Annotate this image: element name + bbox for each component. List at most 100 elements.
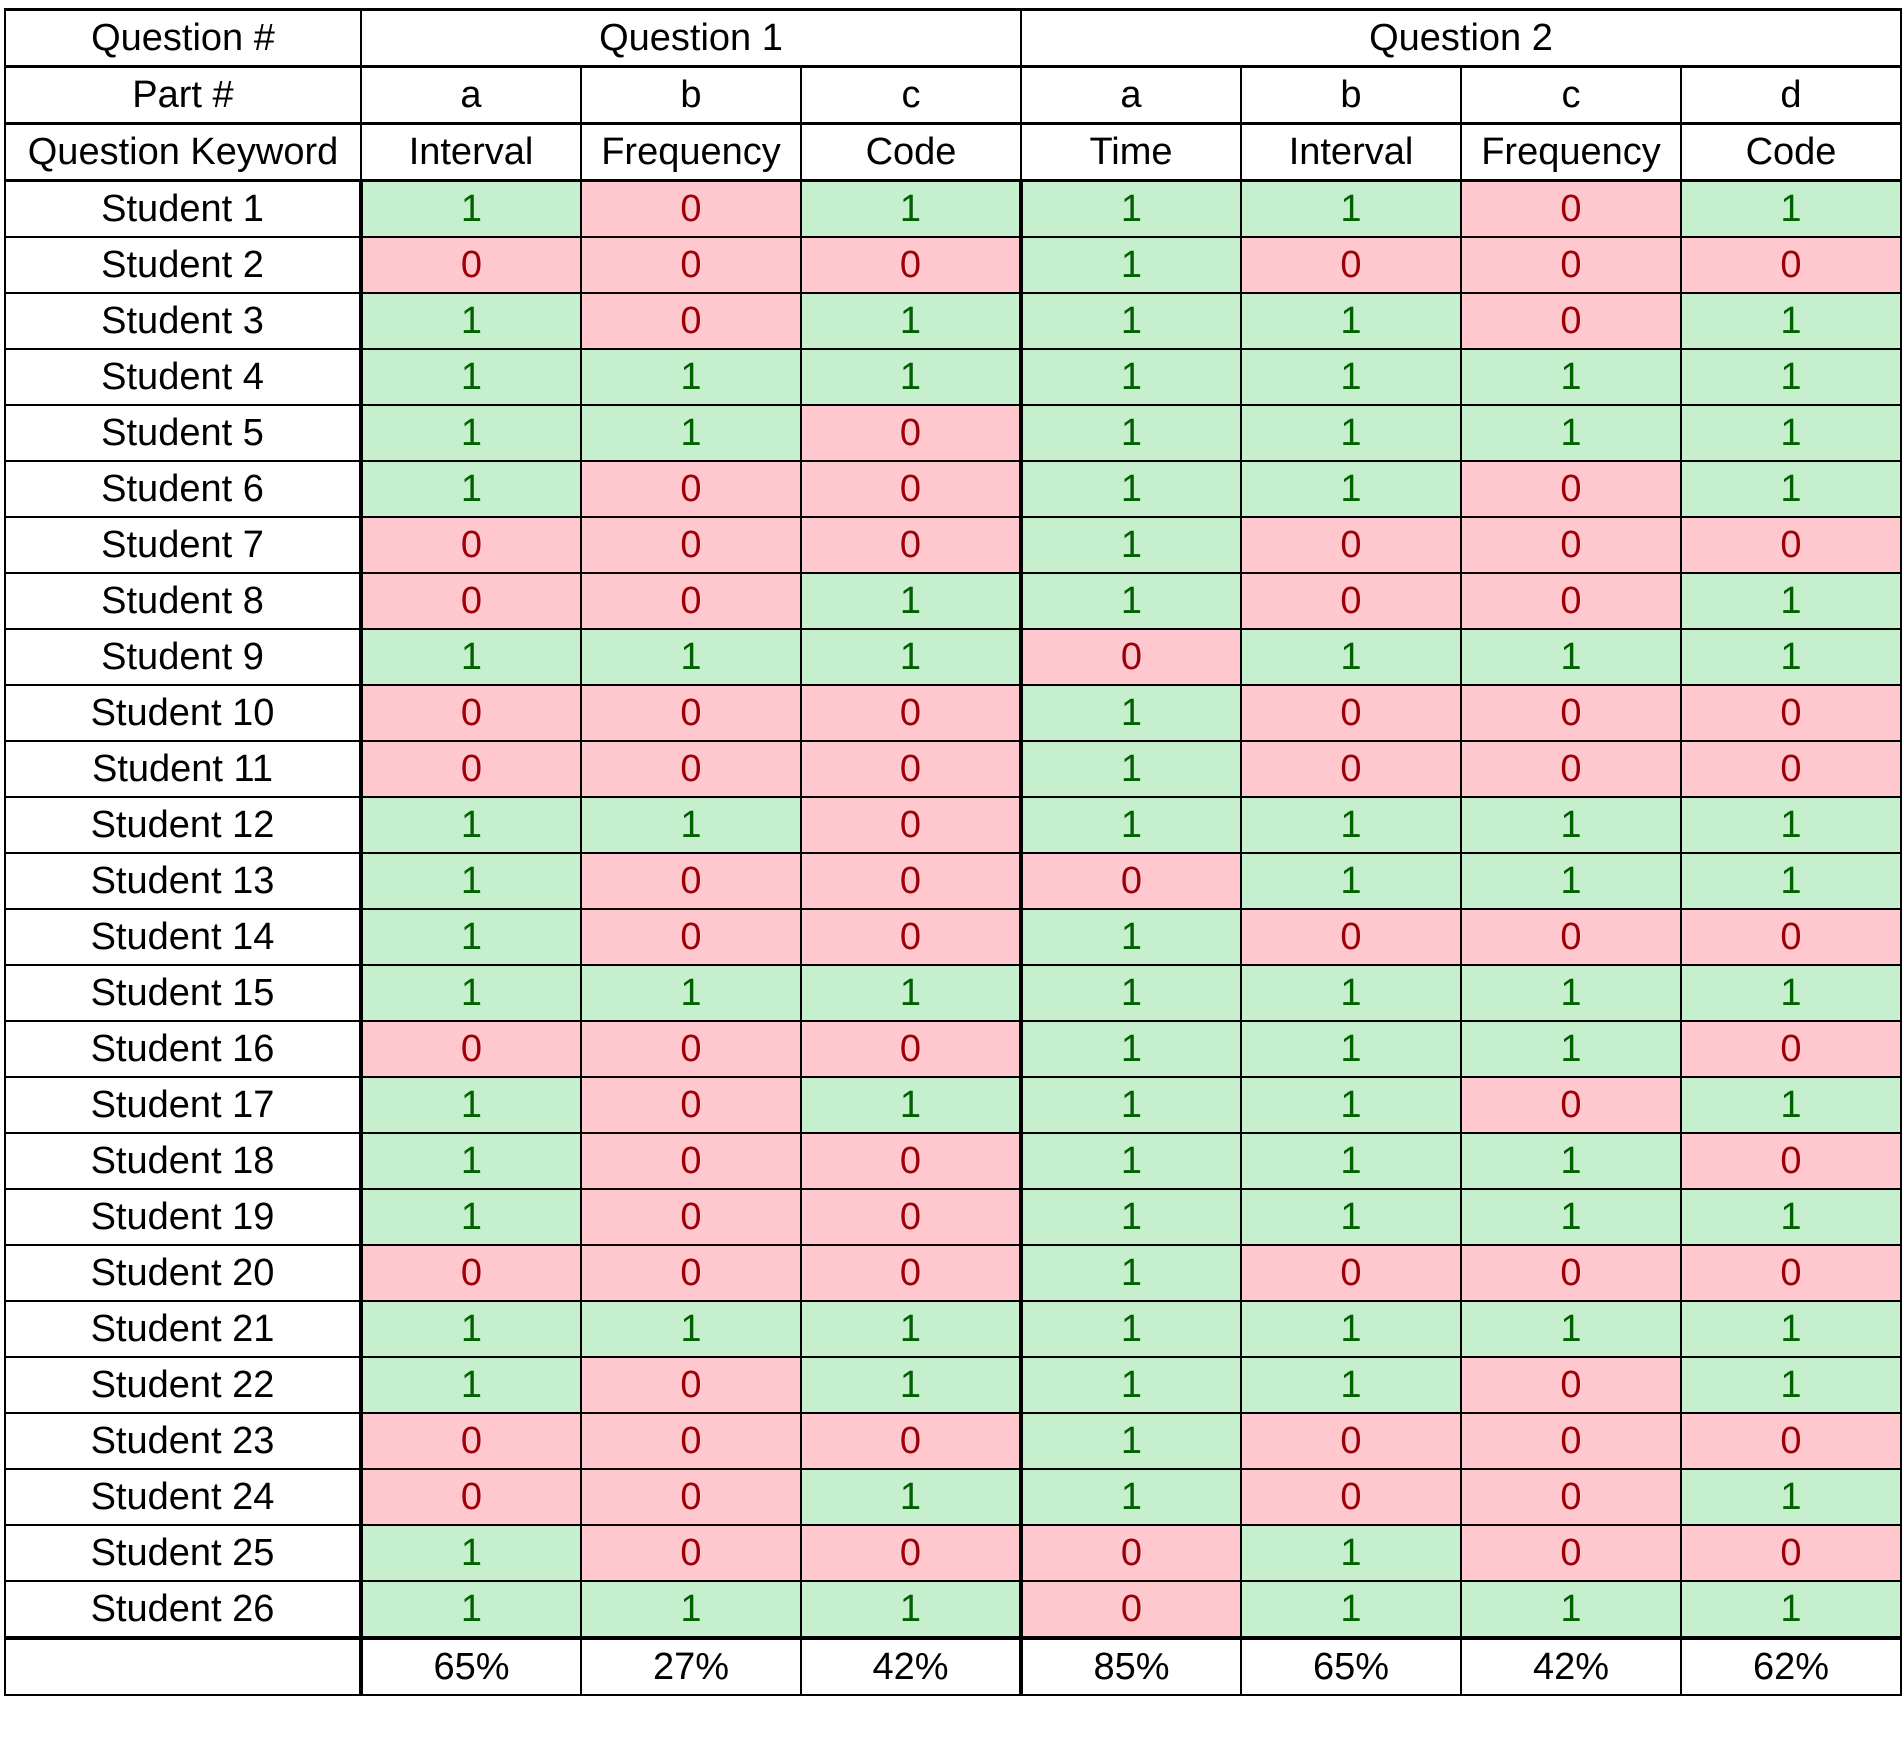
score-cell: 0 (580, 236, 802, 294)
score-cell: 0 (360, 1468, 582, 1526)
score-cell: 1 (1680, 348, 1902, 406)
score-cell: 1 (1240, 1020, 1462, 1078)
score-cell: 1 (360, 628, 582, 686)
percent-correct-cell: 62% (1680, 1636, 1902, 1696)
student-name: Student 12 (4, 796, 363, 854)
score-cell: 0 (800, 796, 1022, 854)
score-cell: 0 (800, 684, 1022, 742)
score-cell: 0 (580, 1412, 802, 1470)
score-cell: 0 (360, 1412, 582, 1470)
score-cell: 0 (360, 516, 582, 574)
score-cell: 1 (580, 796, 802, 854)
score-cell: 1 (1680, 460, 1902, 518)
student-name: Student 17 (4, 1076, 363, 1134)
score-cell: 1 (1240, 964, 1462, 1022)
score-cell: 0 (800, 1188, 1022, 1246)
student-name: Student 5 (4, 404, 363, 462)
score-cell: 0 (580, 516, 802, 574)
score-cell: 1 (1019, 1076, 1242, 1134)
percent-correct-cell: 65% (1240, 1636, 1462, 1696)
score-cell: 0 (1460, 1076, 1682, 1134)
table-row: Student 22 1 0 1 1 1 0 1 (4, 1356, 1902, 1414)
score-cell: 0 (800, 908, 1022, 966)
score-cell: 1 (1240, 796, 1462, 854)
q1-keyword-a: Interval (360, 122, 582, 182)
score-cell: 0 (1680, 1132, 1902, 1190)
q1-keyword-b: Frequency (580, 122, 802, 182)
score-cell: 0 (1240, 740, 1462, 798)
score-cell: 0 (580, 1356, 802, 1414)
table-row: Student 21 1 1 1 1 1 1 1 (4, 1300, 1902, 1358)
score-cell: 1 (1240, 460, 1462, 518)
score-cell: 0 (1460, 179, 1682, 238)
score-cell: 1 (360, 1132, 582, 1190)
score-cell: 1 (1460, 1132, 1682, 1190)
score-cell: 0 (1240, 516, 1462, 574)
score-cell: 1 (580, 964, 802, 1022)
score-cell: 0 (1680, 1244, 1902, 1302)
score-cell: 0 (800, 740, 1022, 798)
student-name: Student 3 (4, 292, 363, 350)
score-cell: 1 (800, 1300, 1022, 1358)
score-cell: 1 (360, 404, 582, 462)
score-cell: 1 (1019, 1020, 1242, 1078)
student-name: Student 8 (4, 572, 363, 630)
score-cell: 1 (580, 1300, 802, 1358)
score-cell: 0 (1460, 1244, 1682, 1302)
score-cell: 1 (1460, 1020, 1682, 1078)
score-cell: 1 (1460, 1580, 1682, 1639)
score-cell: 0 (1460, 460, 1682, 518)
q2-part-a: a (1020, 65, 1242, 125)
score-cell: 0 (1019, 628, 1242, 686)
score-cell: 0 (360, 572, 582, 630)
student-name: Student 25 (4, 1524, 363, 1582)
table-row: Student 15 1 1 1 1 1 1 1 (4, 964, 1902, 1022)
score-cell: 0 (580, 740, 802, 798)
score-cell: 1 (1460, 852, 1682, 910)
q2-part-c: c (1460, 65, 1682, 125)
score-cell: 0 (1240, 1468, 1462, 1526)
score-cell: 0 (800, 1020, 1022, 1078)
totals-label (4, 1636, 363, 1696)
score-cell: 1 (1019, 516, 1242, 574)
student-name: Student 24 (4, 1468, 363, 1526)
score-cell: 0 (580, 1468, 802, 1526)
score-cell: 0 (1240, 236, 1462, 294)
q1-part-a: a (360, 65, 582, 125)
score-cell: 0 (800, 1412, 1022, 1470)
student-name: Student 18 (4, 1132, 363, 1190)
table-row: Student 16 0 0 0 1 1 1 0 (4, 1020, 1902, 1078)
score-cell: 0 (580, 1020, 802, 1078)
table-row: Student 11 0 0 0 1 0 0 0 (4, 740, 1902, 798)
q2-part-d: d (1680, 65, 1902, 125)
score-cell: 1 (800, 179, 1022, 238)
score-cell: 1 (1240, 1580, 1462, 1639)
score-cell: 1 (1680, 179, 1902, 238)
score-cell: 0 (360, 740, 582, 798)
score-cell: 0 (1019, 1580, 1242, 1639)
score-cell: 1 (1019, 236, 1242, 294)
table-row: Student 18 1 0 0 1 1 1 0 (4, 1132, 1902, 1190)
score-cell: 1 (360, 1580, 582, 1639)
score-cell: 0 (580, 1244, 802, 1302)
score-cell: 0 (1460, 684, 1682, 742)
score-cell: 1 (360, 1356, 582, 1414)
score-cell: 1 (580, 404, 802, 462)
score-cell: 1 (1240, 852, 1462, 910)
score-cell: 1 (800, 572, 1022, 630)
score-cell: 1 (1019, 908, 1242, 966)
table-row: Student 10 0 0 0 1 0 0 0 (4, 684, 1902, 742)
score-cell: 1 (1019, 740, 1242, 798)
score-cell: 0 (580, 572, 802, 630)
score-cell: 1 (360, 179, 582, 238)
score-cell: 1 (1680, 1580, 1902, 1639)
q2-keyword-b: Interval (1240, 122, 1462, 182)
score-cell: 1 (1240, 404, 1462, 462)
score-cell: 0 (800, 460, 1022, 518)
score-cell: 1 (580, 1580, 802, 1639)
score-cell: 1 (1019, 1188, 1242, 1246)
score-cell: 1 (1460, 796, 1682, 854)
